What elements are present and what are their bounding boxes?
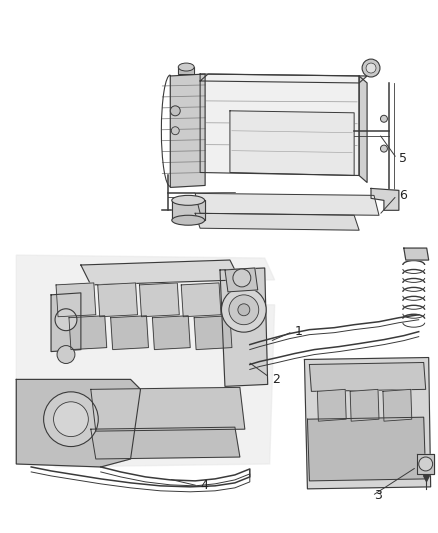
Polygon shape	[81, 260, 240, 285]
Text: 3: 3	[374, 489, 382, 502]
Ellipse shape	[171, 127, 179, 135]
Ellipse shape	[57, 345, 75, 364]
Text: 6: 6	[399, 189, 407, 202]
Polygon shape	[178, 67, 194, 74]
Polygon shape	[152, 316, 190, 350]
Polygon shape	[200, 74, 359, 175]
Polygon shape	[181, 283, 221, 317]
Polygon shape	[220, 268, 268, 386]
Polygon shape	[304, 358, 431, 489]
Text: 1: 1	[294, 325, 302, 338]
Ellipse shape	[172, 196, 205, 205]
Ellipse shape	[55, 309, 77, 330]
Ellipse shape	[53, 402, 88, 437]
Polygon shape	[16, 255, 275, 467]
Ellipse shape	[44, 392, 98, 447]
Polygon shape	[417, 454, 434, 474]
Ellipse shape	[366, 63, 376, 73]
Polygon shape	[404, 248, 429, 260]
Text: 2: 2	[272, 373, 279, 386]
Polygon shape	[16, 379, 141, 467]
Polygon shape	[51, 293, 81, 352]
Polygon shape	[307, 417, 426, 481]
Polygon shape	[172, 200, 205, 220]
Text: 4: 4	[200, 479, 208, 492]
Polygon shape	[225, 268, 258, 292]
Polygon shape	[371, 188, 399, 211]
Ellipse shape	[229, 295, 259, 325]
Polygon shape	[383, 389, 412, 421]
Polygon shape	[111, 316, 148, 350]
Polygon shape	[350, 389, 379, 421]
Ellipse shape	[222, 287, 266, 332]
Polygon shape	[91, 387, 245, 431]
Ellipse shape	[419, 457, 433, 471]
Polygon shape	[98, 283, 138, 317]
Ellipse shape	[178, 63, 194, 71]
Polygon shape	[69, 316, 107, 350]
Ellipse shape	[381, 115, 388, 122]
Ellipse shape	[172, 215, 205, 225]
Polygon shape	[170, 74, 205, 188]
Ellipse shape	[238, 304, 250, 316]
Polygon shape	[359, 76, 367, 182]
Polygon shape	[194, 316, 232, 350]
Polygon shape	[91, 427, 240, 459]
Polygon shape	[195, 193, 379, 215]
Polygon shape	[195, 213, 359, 230]
Ellipse shape	[381, 145, 388, 152]
Polygon shape	[318, 389, 346, 421]
Ellipse shape	[170, 106, 180, 116]
Ellipse shape	[362, 59, 380, 77]
Polygon shape	[140, 283, 179, 317]
Ellipse shape	[233, 269, 251, 287]
Polygon shape	[200, 74, 367, 83]
Polygon shape	[309, 362, 426, 391]
Polygon shape	[56, 283, 96, 317]
Polygon shape	[230, 111, 354, 175]
Text: 5: 5	[399, 152, 407, 165]
